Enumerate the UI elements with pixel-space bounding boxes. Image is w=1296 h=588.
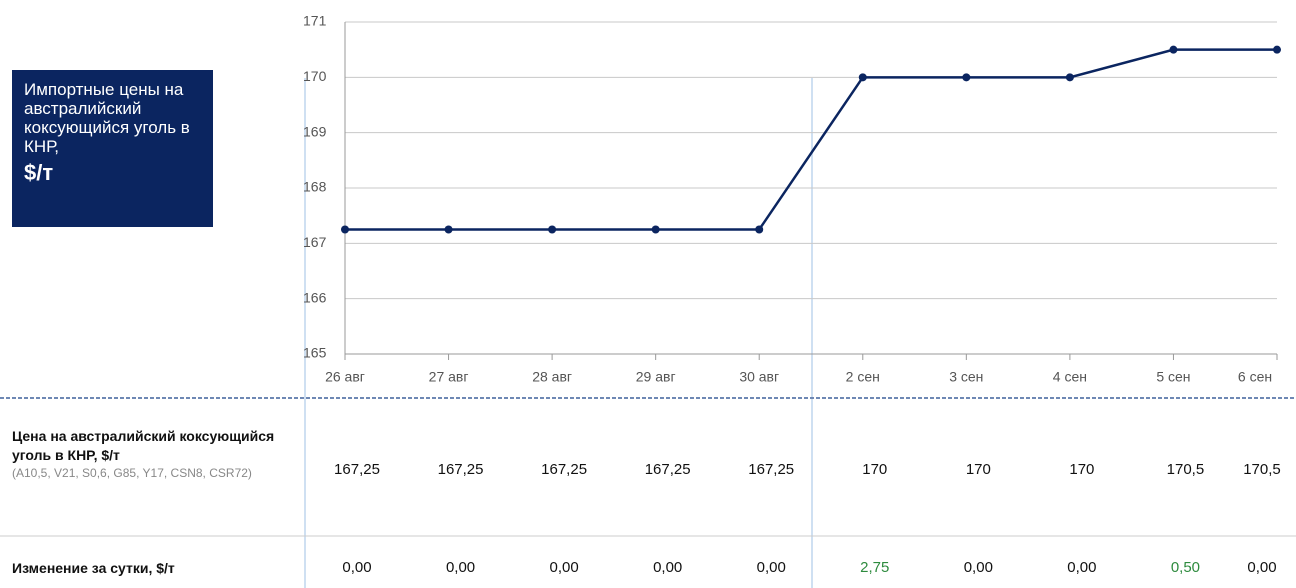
x-tick-label: 4 сен [1053,369,1087,385]
point [1273,45,1281,54]
x-tick-label: 29 авг [636,369,676,385]
table-cell: 0,00 [653,559,682,576]
table-cell: 170 [862,461,887,478]
point [1065,73,1074,82]
x-tick-label: 30 авг [739,369,779,385]
table-cell: 167,25 [645,461,691,478]
table-cell: 167,25 [334,461,380,478]
y-tick-label: 166 [303,289,327,305]
table-cell: 167,25 [541,461,587,478]
point [962,73,971,82]
table-cell: 0,00 [757,559,786,576]
x-tick-label: 3 сен [949,369,983,385]
y-tick-label: 168 [303,179,327,195]
y-tick-label: 169 [303,123,327,139]
table-cell: 170 [966,461,991,478]
x-tick-label: 27 авг [429,369,469,385]
table-cell: 170 [1069,461,1094,478]
x-tick-label: 28 авг [532,369,572,385]
table-cell: 0,00 [1247,559,1276,576]
point [1169,45,1178,54]
line [345,48,1277,231]
table-cell: 170,5 [1243,461,1281,478]
table-cell: 0,00 [1067,559,1096,576]
point [651,225,660,234]
y-tick-label: 171 [303,13,327,29]
y-tick-label: 165 [303,345,327,361]
y-tick-label: 170 [303,68,327,84]
table-cell: 167,25 [438,461,484,478]
table-cell: 0,00 [446,559,475,576]
row-sublabel: (A10,5, V21, S0,6, G85, Y17, CSN8, CSR72… [12,466,252,480]
x-tick-label: 5 сен [1156,369,1190,385]
table-cell: 167,25 [748,461,794,478]
title-box: Импортные цены на австралийский коксующи… [12,70,213,227]
table-cell: 0,00 [342,559,371,576]
row-label: Изменение за сутки, $/т [12,560,175,576]
table-cell: 0,00 [550,559,579,576]
point [858,73,867,82]
table-cell: 0,00 [964,559,993,576]
chart-unit: $/т [24,160,54,185]
x-tick-label: 26 авг [325,369,365,385]
table-cell: 0,50 [1171,559,1200,576]
point [548,225,557,234]
chart-title: Импортные цены на австралийский коксующи… [24,80,190,156]
y-tick-label: 167 [303,234,327,250]
point [341,225,349,234]
table-cell: 170,5 [1167,461,1205,478]
table-cell: 2,75 [860,559,889,576]
x-tick-label: 2 сен [846,369,880,385]
row-title: Цена на австралийский коксующийся уголь … [12,428,275,463]
row-label: Цена на австралийский коксующийся уголь … [12,427,282,481]
point [755,225,764,234]
point [444,225,453,234]
x-tick-label: 6 сен [1238,369,1272,385]
